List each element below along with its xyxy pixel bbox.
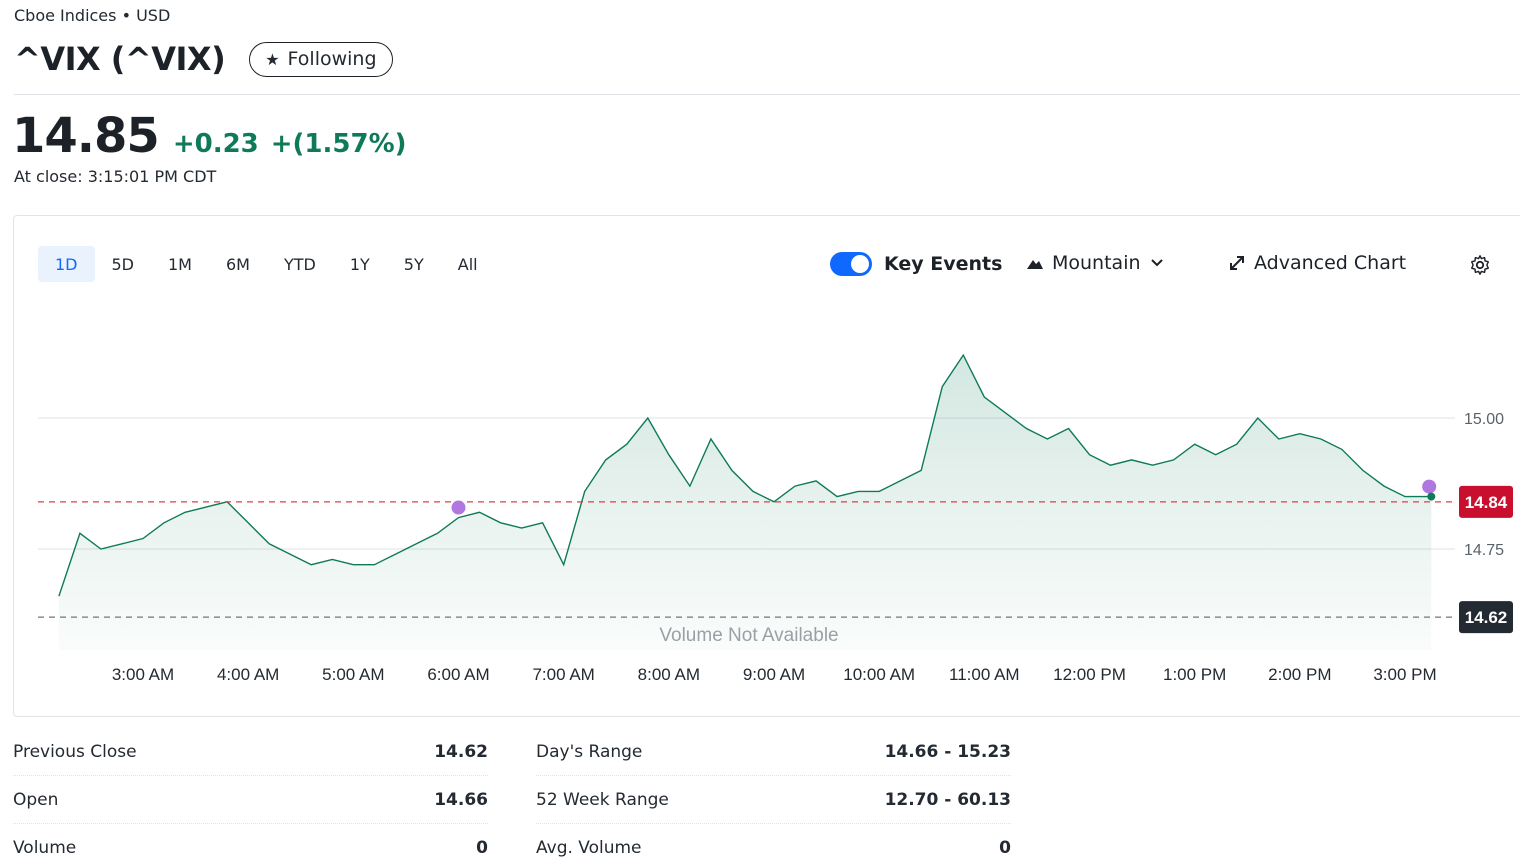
- x-tick-label: 5:00 AM: [322, 665, 384, 684]
- range-tab-1d[interactable]: 1D: [38, 246, 95, 282]
- previous-close-tag: 14.62: [1459, 601, 1513, 634]
- advanced-chart-label: Advanced Chart: [1254, 252, 1407, 274]
- mountain-icon: [1027, 260, 1043, 269]
- stat-row-previous-close: Previous Close 14.62: [13, 728, 488, 776]
- chart-type-label: Mountain: [1052, 252, 1141, 274]
- current-price-tag-bg: [1459, 485, 1513, 518]
- gear-icon[interactable]: [1469, 254, 1491, 276]
- x-tick-label: 3:00 AM: [112, 665, 174, 684]
- stat-row-open: Open 14.66: [13, 776, 488, 824]
- stat-row-52-week-range: 52 Week Range 12.70 - 60.13: [536, 776, 1011, 824]
- stat-label: Day's Range: [536, 741, 643, 762]
- range-tab-1y[interactable]: 1Y: [349, 254, 370, 274]
- x-tick-label: 9:00 AM: [743, 665, 805, 684]
- x-tick-label: 8:00 AM: [638, 665, 700, 684]
- chevron-down-icon: [1150, 259, 1163, 267]
- range-tab-1m[interactable]: 1M: [168, 254, 192, 274]
- price-area: [58, 355, 1432, 650]
- stat-value: 14.66: [434, 789, 488, 810]
- price-line: [58, 353, 1432, 597]
- toggle-knob: [851, 255, 869, 273]
- volume-not-available: Volume Not Available: [659, 625, 838, 646]
- previous-close-tag-bg: [1459, 601, 1513, 634]
- range-tab-ytd[interactable]: YTD: [283, 254, 316, 274]
- stat-label: 52 Week Range: [536, 789, 669, 810]
- expand-icon: [1230, 256, 1244, 270]
- current-price-tag-label: 14.84: [1465, 493, 1508, 512]
- stat-value: 0: [999, 838, 1011, 858]
- x-tick-label: 11:00 AM: [949, 665, 1020, 684]
- range-tab-6m[interactable]: 6M: [225, 254, 250, 274]
- title-row: ^VIX (^VIX) ★ Following: [14, 40, 393, 78]
- toggle-switch[interactable]: [830, 252, 872, 276]
- stat-label: Open: [13, 789, 59, 810]
- stat-value: 14.66 - 15.23: [884, 741, 1011, 762]
- stat-value: 12.70 - 60.13: [884, 789, 1011, 810]
- close-time: At close: 3:15:01 PM CDT: [14, 167, 217, 186]
- chart-type-dropdown[interactable]: Mountain: [1026, 252, 1163, 274]
- x-tick-label: 4:00 AM: [217, 665, 279, 684]
- x-tick-label: 3:00 PM: [1373, 665, 1436, 684]
- stat-label: Avg. Volume: [536, 838, 642, 858]
- price-change: +0.23: [172, 129, 259, 159]
- range-tabs: 1D 5D 1M 6M YTD 1Y 5Y All: [38, 246, 495, 282]
- price-value: 14.85: [12, 108, 160, 164]
- stat-value: 14.62: [434, 741, 488, 762]
- x-tick-label: 2:00 PM: [1268, 665, 1331, 684]
- y-tick-label: 15.00: [1464, 411, 1504, 428]
- last-price-dot: [1427, 492, 1436, 501]
- range-tab-all[interactable]: All: [457, 254, 478, 274]
- price-change-percent: +(1.57%): [270, 129, 407, 159]
- stat-row-days-range: Day's Range 14.66 - 15.23: [536, 728, 1011, 776]
- x-tick-label: 1:00 PM: [1163, 665, 1226, 684]
- stat-row-avg-volume: Avg. Volume 0: [536, 824, 1011, 863]
- range-tab-5y[interactable]: 5Y: [403, 254, 424, 274]
- stat-label: Volume: [13, 838, 77, 858]
- page-title: ^VIX (^VIX): [14, 40, 226, 78]
- chart-card: [13, 215, 1520, 717]
- star-icon: ★: [265, 49, 280, 69]
- key-events-label: Key Events: [884, 253, 1003, 275]
- range-tab-5d[interactable]: 5D: [111, 254, 135, 274]
- advanced-chart-button[interactable]: Advanced Chart: [1228, 252, 1406, 274]
- following-label: Following: [287, 48, 377, 70]
- current-price-tag: 14.84: [1459, 485, 1513, 518]
- previous-close-tag-label: 14.62: [1465, 608, 1508, 627]
- stat-row-volume: Volume 0: [13, 824, 488, 863]
- x-tick-label: 6:00 AM: [427, 665, 489, 684]
- key-events-toggle[interactable]: Key Events: [830, 252, 1002, 276]
- exchange-label: Cboe Indices • USD: [14, 6, 171, 25]
- x-tick-label: 10:00 AM: [843, 665, 915, 684]
- x-tick-label: 7:00 AM: [532, 665, 594, 684]
- following-button[interactable]: ★ Following: [249, 41, 393, 77]
- header-divider: [14, 94, 1520, 95]
- x-tick-label: 12:00 PM: [1053, 665, 1126, 684]
- key-event-marker[interactable]: [451, 500, 466, 515]
- key-event-marker[interactable]: [1422, 479, 1437, 494]
- stat-value: 0: [476, 838, 488, 858]
- stat-label: Previous Close: [13, 741, 137, 762]
- price-row: 14.85 +0.23 +(1.57%): [12, 108, 407, 164]
- y-tick-label: 14.75: [1464, 542, 1504, 559]
